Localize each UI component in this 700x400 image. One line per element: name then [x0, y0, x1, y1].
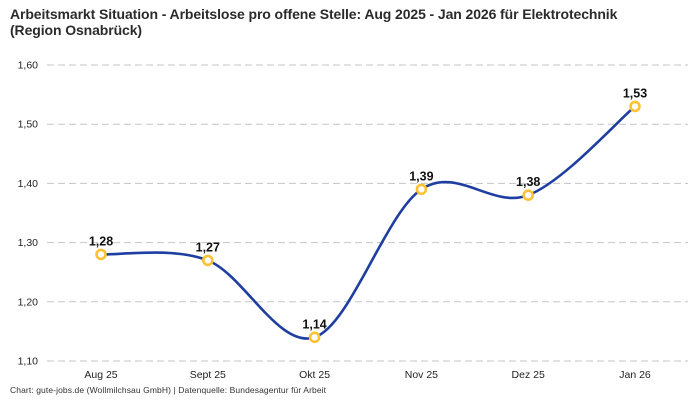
- data-point-marker: [202, 254, 214, 267]
- data-point-marker: [415, 183, 428, 196]
- y-tick-label: 1,20: [18, 296, 39, 308]
- data-point-marker: [308, 331, 321, 344]
- x-tick-label: Okt 25: [299, 369, 330, 381]
- y-tick-label: 1,40: [18, 178, 39, 190]
- x-tick-label: Nov 25: [405, 369, 438, 381]
- data-point-marker: [95, 248, 107, 261]
- y-tick-label: 1,10: [18, 356, 39, 368]
- x-tick-label: Aug 25: [84, 369, 117, 381]
- x-tick-label: Sept 25: [190, 369, 226, 381]
- y-tick-label: 1,50: [18, 119, 39, 131]
- data-point-label: 1,39: [409, 169, 433, 183]
- x-tick-label: Jan 26: [619, 369, 651, 381]
- series-line: [99, 105, 637, 340]
- data-point-label: 1,28: [89, 234, 113, 248]
- chart-title: Arbeitsmarkt Situation - Arbeitslose pro…: [10, 6, 618, 38]
- chart-source-footer: Chart: gute-jobs.de (Wollmilchsau GmbH) …: [10, 385, 327, 395]
- data-point-label: 1,38: [516, 175, 540, 189]
- y-tick-label: 1,60: [18, 60, 39, 72]
- data-point-label: 1,27: [196, 240, 220, 254]
- data-point-marker: [522, 189, 535, 201]
- data-point-marker: [629, 100, 641, 113]
- x-tick-label: Dez 25: [512, 369, 545, 381]
- data-point-label: 1,14: [302, 317, 326, 331]
- data-point-label: 1,53: [623, 86, 647, 100]
- y-tick-label: 1,30: [18, 237, 39, 249]
